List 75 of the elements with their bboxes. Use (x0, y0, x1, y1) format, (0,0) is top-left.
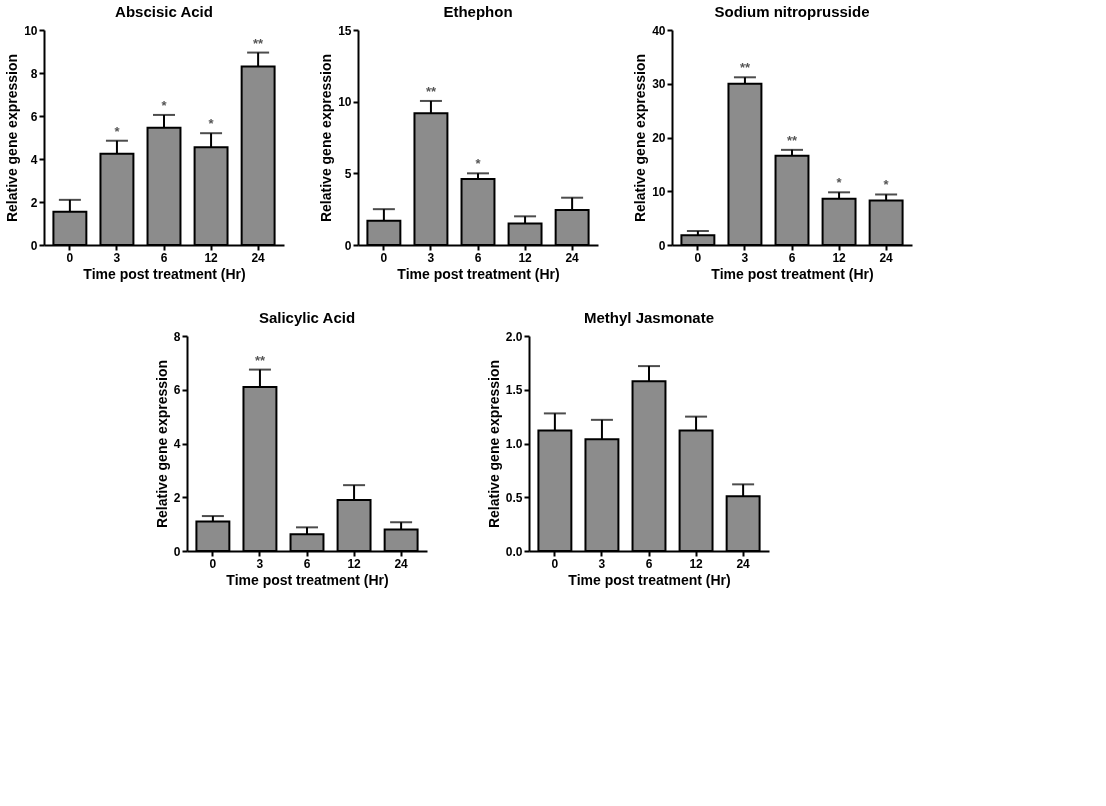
x-tick-label: 6 (474, 250, 482, 265)
x-tick-label: 6 (788, 250, 796, 265)
y-tick-label: 6 (30, 109, 38, 124)
annotation: * (475, 156, 482, 172)
x-tick-label: 12 (689, 556, 704, 571)
x-axis-title: Time post treatment (Hr) (711, 265, 874, 282)
x-tick-label: 3 (256, 556, 264, 571)
chart-title: Salicylic Acid (258, 309, 356, 326)
x-tick-label: 12 (518, 250, 533, 265)
annotation: ** (786, 132, 798, 148)
x-tick-label: 0 (66, 250, 74, 265)
annotation: * (883, 177, 890, 193)
x-tick-label: 12 (347, 556, 362, 571)
annotation: ** (739, 60, 751, 76)
x-tick-label: 0 (551, 556, 559, 571)
x-axis-title: Time post treatment (Hr) (397, 265, 560, 282)
y-axis-title: Relative gene expression (485, 359, 502, 529)
annotation: ** (254, 352, 266, 368)
y-tick-label: 8 (30, 66, 38, 81)
y-tick-label: 4 (173, 437, 181, 451)
chart-title: Ethephon (443, 3, 513, 20)
y-tick-label: 20 (652, 131, 666, 145)
y-tick-label: 8 (173, 329, 181, 344)
annotation: ** (425, 83, 437, 99)
x-tick-label: 6 (303, 556, 311, 571)
y-axis-title: Relative gene expression (632, 53, 649, 223)
x-tick-label: 3 (113, 250, 121, 265)
x-tick-label: 0 (694, 250, 702, 265)
y-tick-label: 2.0 (505, 329, 523, 344)
x-tick-label: 3 (427, 250, 435, 265)
y-axis-title: Relative gene expression (153, 359, 170, 529)
x-tick-label: 24 (879, 250, 894, 265)
y-tick-label: 10 (338, 95, 352, 110)
annotation: ** (253, 35, 265, 51)
x-axis-title: Time post treatment (Hr) (226, 571, 389, 588)
x-tick-label: 0 (209, 556, 217, 571)
chart-title: Sodium nitroprusside (714, 3, 870, 20)
annotation: * (836, 175, 843, 191)
chart-title: Abscisic Acid (115, 3, 213, 20)
y-tick-label: 0 (344, 238, 352, 253)
x-tick-label: 0 (380, 250, 388, 265)
x-tick-label: 6 (160, 250, 168, 265)
y-tick-label: 0.0 (505, 544, 523, 559)
y-tick-label: 5 (344, 166, 352, 181)
x-axis-title: Time post treatment (Hr) (83, 265, 246, 282)
y-tick-label: 0 (658, 238, 666, 253)
y-tick-label: 4 (30, 152, 38, 167)
y-axis-title: Relative gene expression (4, 53, 21, 223)
y-tick-label: 2 (173, 490, 181, 505)
y-tick-label: 40 (652, 23, 666, 38)
chart-title: Methyl Jasmonate (583, 309, 715, 326)
x-tick-label: 3 (741, 250, 749, 265)
annotation: * (208, 116, 215, 132)
annotation: * (161, 97, 168, 113)
y-tick-label: 0.5 (505, 490, 523, 505)
annotation: * (114, 123, 121, 139)
y-tick-label: 10 (652, 184, 666, 199)
x-axis-title: Time post treatment (Hr) (568, 571, 731, 588)
y-tick-label: 10 (24, 23, 38, 38)
y-tick-label: 15 (338, 23, 352, 38)
y-tick-label: 1.0 (505, 437, 523, 451)
x-tick-label: 3 (598, 556, 606, 571)
x-tick-label: 24 (565, 250, 580, 265)
y-tick-label: 2 (30, 195, 38, 210)
y-tick-label: 1.5 (505, 383, 523, 398)
x-tick-label: 24 (736, 556, 751, 571)
x-tick-label: 12 (204, 250, 219, 265)
x-tick-label: 24 (251, 250, 266, 265)
x-tick-label: 12 (832, 250, 847, 265)
y-tick-label: 0 (30, 238, 38, 253)
y-tick-label: 0 (173, 544, 181, 559)
x-tick-label: 24 (394, 556, 409, 571)
y-tick-label: 6 (173, 383, 181, 398)
y-axis-title: Relative gene expression (318, 53, 335, 223)
y-tick-label: 30 (652, 77, 666, 92)
